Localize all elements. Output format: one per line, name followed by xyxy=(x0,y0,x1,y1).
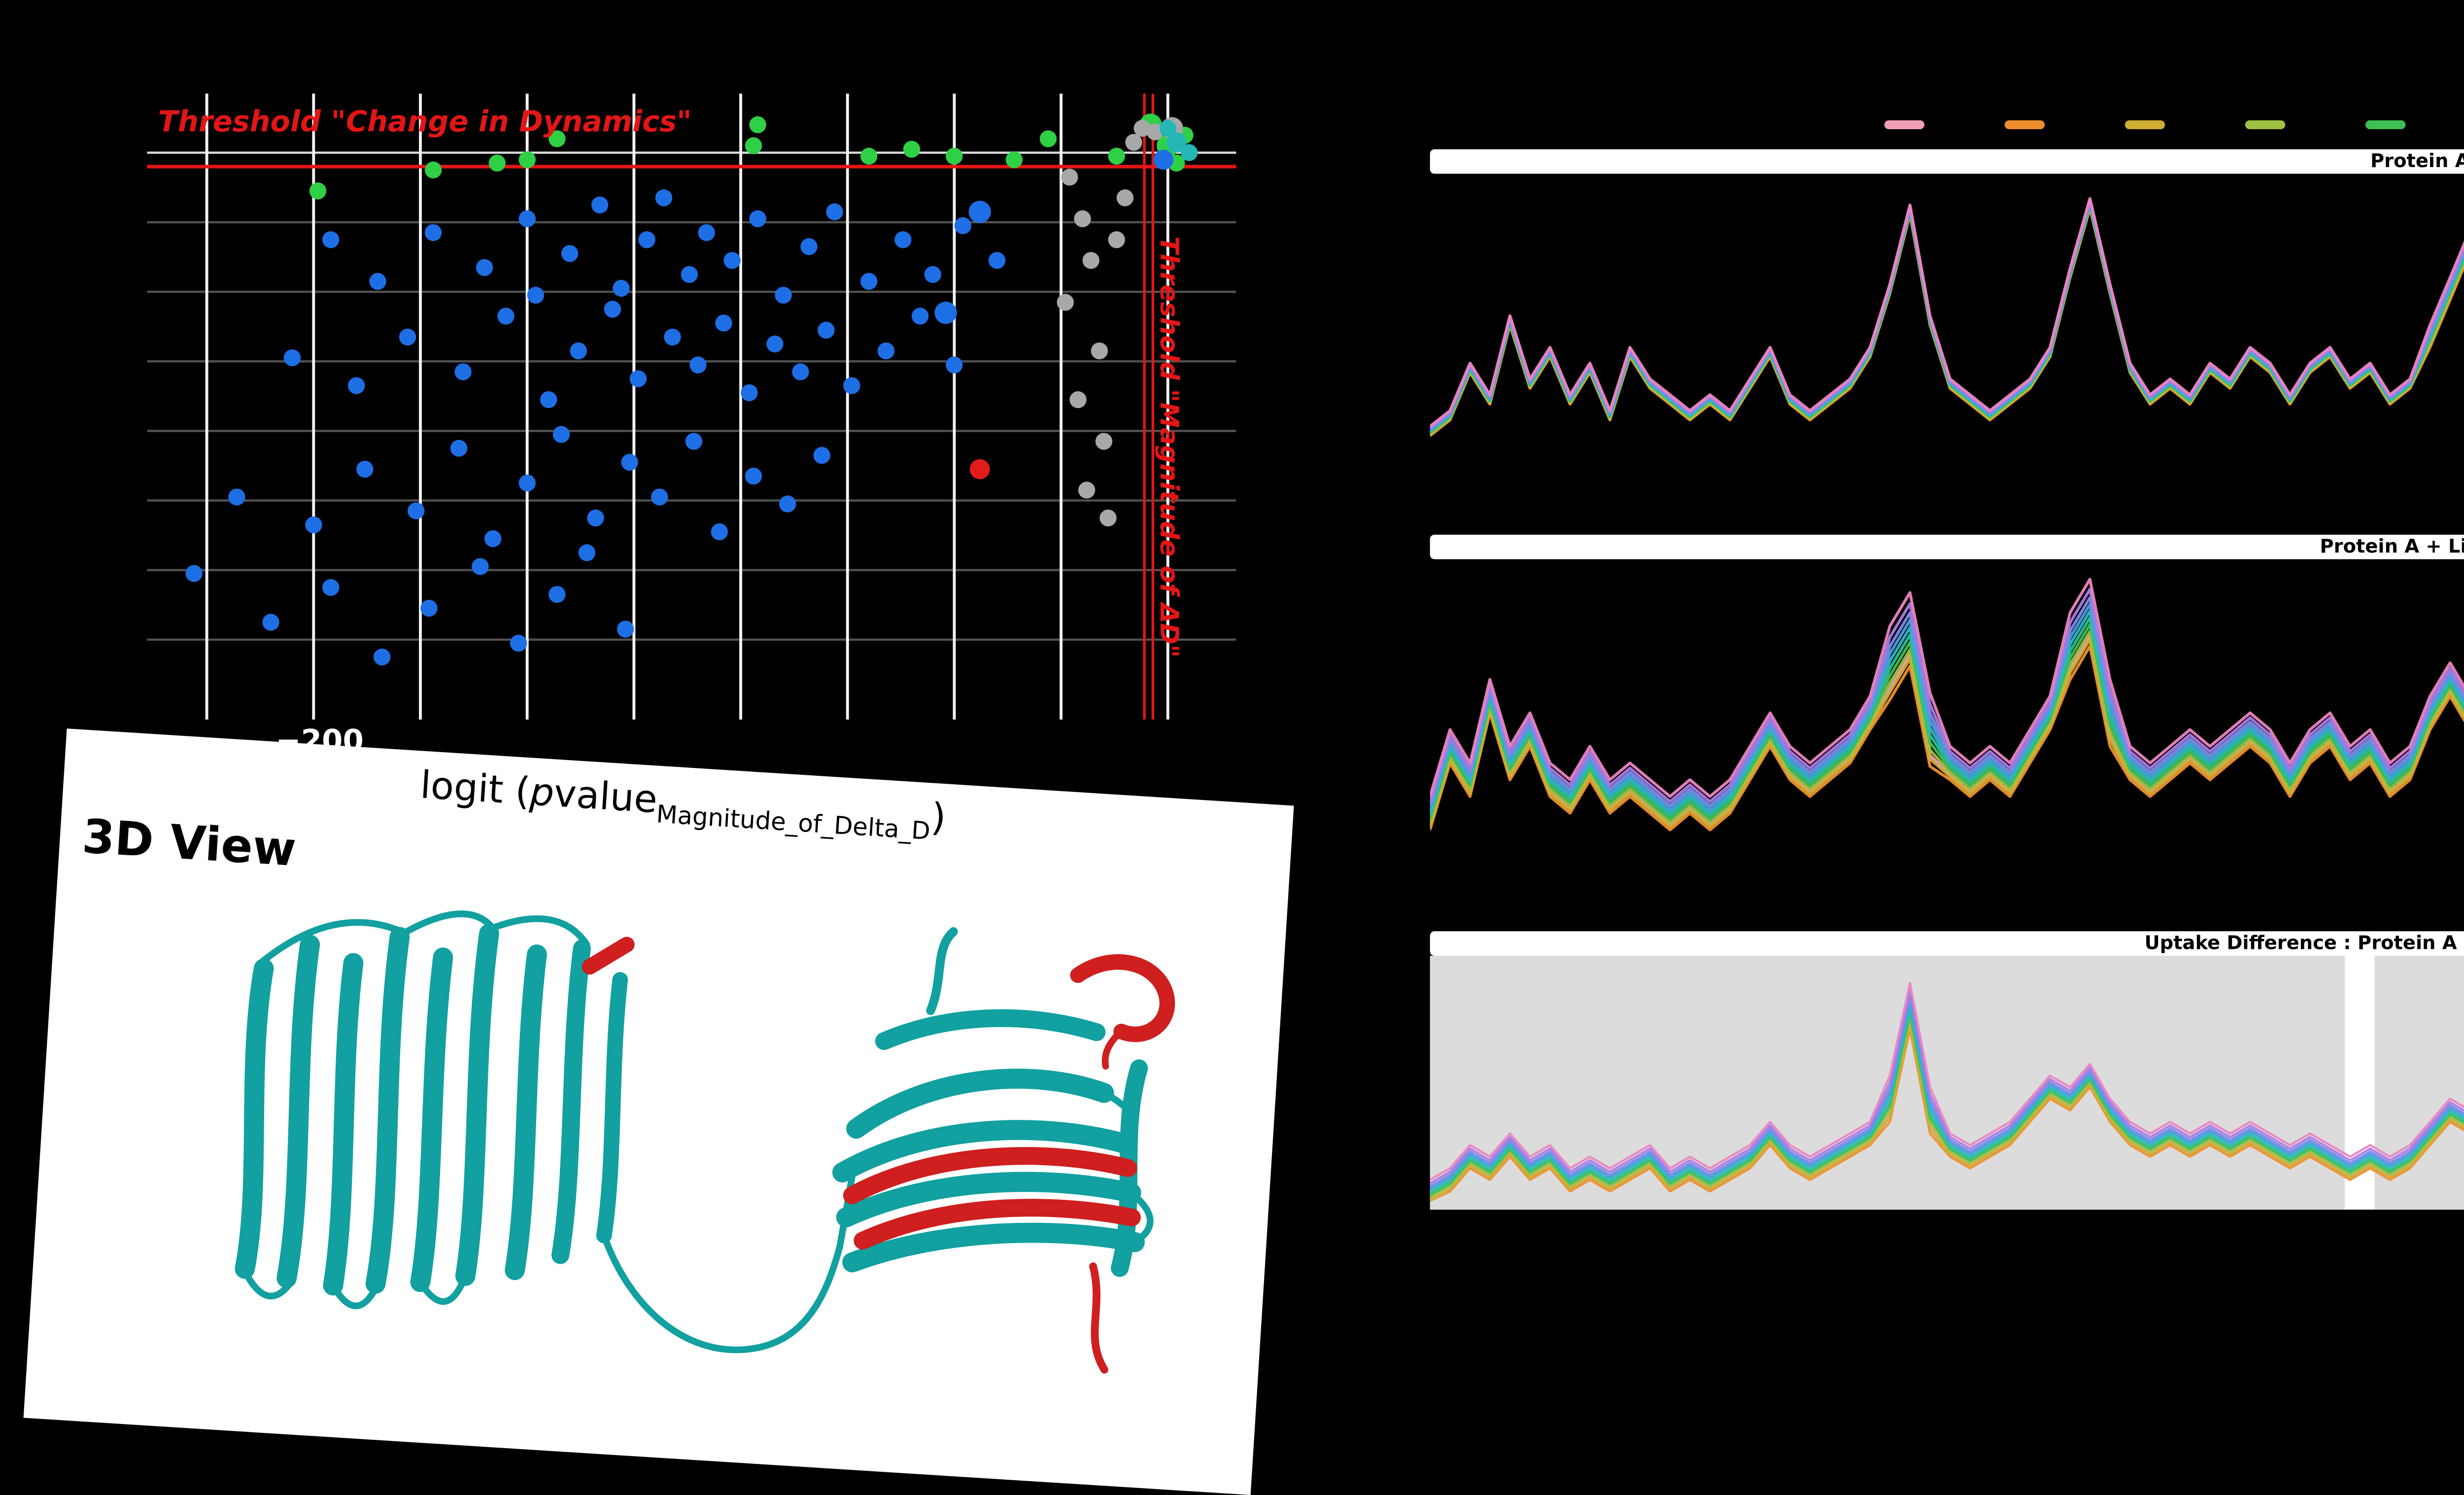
axis-label-value: value xyxy=(552,772,659,824)
legend-swatch-series-4[interactable] xyxy=(2245,120,2286,130)
legend-swatch-series-1[interactable] xyxy=(1884,120,1925,130)
app-root: Threshold "Change in Dynamics" Threshold… xyxy=(23,93,2464,1495)
panel-title-uptake-difference: Uptake Difference : Protein A - (Protein… xyxy=(1430,931,2464,956)
volcano-plot[interactable]: Threshold "Change in Dynamics" Threshold… xyxy=(147,93,1236,720)
threshold-change-in-dynamics-label: Threshold "Change in Dynamics" xyxy=(158,106,692,140)
panel-title-uptake-difference-text: Uptake Difference : Protein A - (Protein… xyxy=(2144,932,2464,955)
uptake-chart-protein-a-ligand[interactable] xyxy=(1430,564,2464,920)
uptake-chart-protein-a[interactable] xyxy=(1430,178,2464,517)
legend-swatch-series-2[interactable] xyxy=(2004,120,2045,130)
axis-label-subscript: Magnitude_of_Delta_D xyxy=(655,800,931,846)
panel-title-protein-a-ligand: Protein A + Ligand xyxy=(1430,534,2464,559)
legend-swatch-series-3[interactable] xyxy=(2124,120,2165,130)
axis-label-p: p xyxy=(528,771,555,817)
volcano-x-axis-label: logit (pvalueMagnitude_of_Delta_D) xyxy=(418,764,947,847)
volcano-x-tick-minus-200: −200 xyxy=(275,724,364,760)
panel-title-protein-a-ligand-text: Protein A + Ligand xyxy=(2320,536,2464,558)
view-3d-card[interactable]: logit (pvalueMagnitude_of_Delta_D) 3D Vi… xyxy=(23,728,1294,1495)
panel-title-protein-a: Protein A xyxy=(1430,149,2464,174)
volcano-canvas[interactable] xyxy=(147,93,1236,720)
view-3d-title: 3D View xyxy=(80,810,298,877)
legend-swatch-series-5[interactable] xyxy=(2365,120,2406,130)
protein-structure[interactable] xyxy=(125,872,1247,1463)
panel-title-protein-a-text: Protein A xyxy=(2370,150,2464,173)
uptake-difference-chart[interactable] xyxy=(1430,955,2464,1210)
timepoint-legend xyxy=(1884,120,2464,130)
threshold-magnitude-label: Threshold "Magnitude of ΔD" xyxy=(1154,236,1185,658)
axis-label-prefix: logit ( xyxy=(418,764,532,816)
axis-label-suffix: ) xyxy=(929,796,948,842)
protein-ribbon-main xyxy=(235,910,1154,1354)
